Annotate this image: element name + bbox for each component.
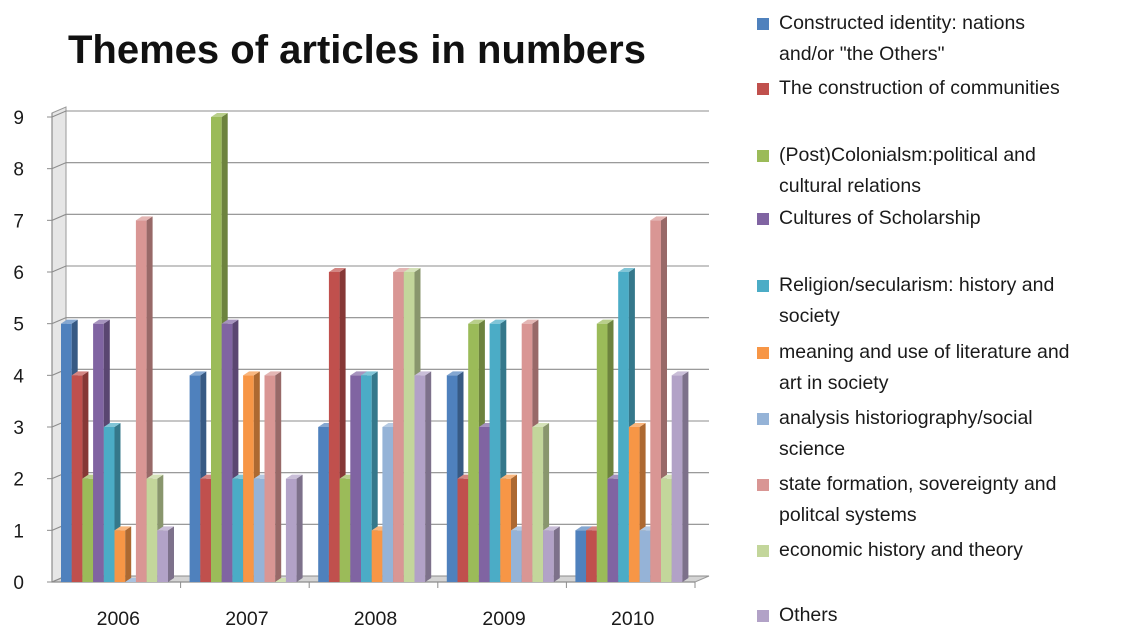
legend-label: meaning and use of literature and art in … bbox=[779, 341, 1070, 394]
bar bbox=[543, 526, 560, 582]
bar-chart: 0 1 2 3 4 5 6 7 8 9 2006 2007 2008 2009 2010 bbox=[13, 106, 710, 630]
legend-label: economic history and theory bbox=[779, 539, 1023, 561]
legend-label: Cultures of Scholarship bbox=[779, 207, 981, 229]
bar bbox=[157, 526, 174, 582]
x-tick-labels: 2006 2007 2008 2009 2010 bbox=[97, 608, 655, 630]
y-tick-labels: 0 1 2 3 4 5 6 7 8 9 bbox=[13, 108, 24, 594]
legend-item: (Post)Colonialsm:political and cultural r… bbox=[757, 140, 1117, 202]
legend-swatch bbox=[757, 347, 769, 359]
y-tick-label: 2 bbox=[13, 470, 24, 491]
legend-swatch bbox=[757, 545, 769, 557]
gridline bbox=[51, 162, 709, 170]
y-tick-label: 5 bbox=[13, 315, 24, 336]
legend-item: meaning and use of literature and art in … bbox=[757, 337, 1117, 399]
legend-swatch bbox=[757, 479, 769, 491]
gridline bbox=[51, 110, 709, 118]
legend-item: Religion/secularism: history and society bbox=[757, 270, 1117, 332]
legend-swatch bbox=[757, 413, 769, 425]
x-tick-label: 2009 bbox=[482, 608, 525, 630]
bar bbox=[414, 371, 432, 582]
x-tick-label: 2006 bbox=[97, 608, 140, 630]
gridline bbox=[51, 265, 709, 273]
y-tick-label: 3 bbox=[13, 418, 24, 439]
x-tick-label: 2008 bbox=[354, 608, 397, 630]
legend-label: Others bbox=[779, 604, 838, 626]
legend-item: analysis historiography/social science bbox=[757, 403, 1117, 465]
bar bbox=[285, 474, 303, 582]
y-tick-label: 9 bbox=[13, 108, 24, 129]
legend-label: state formation, sovereignty and politcal… bbox=[779, 473, 1057, 526]
legend-label: (Post)Colonialsm:political and cultural r… bbox=[779, 144, 1036, 197]
legend-item: state formation, sovereignty and politcal… bbox=[757, 469, 1117, 531]
legend-label: Religion/secularism: history and society bbox=[779, 274, 1055, 327]
x-tick-label: 2010 bbox=[611, 608, 655, 630]
legend-item: The construction of communities bbox=[757, 73, 1117, 104]
y-tick-label: 8 bbox=[13, 160, 24, 181]
gridline bbox=[51, 213, 709, 221]
x-tick-label: 2007 bbox=[225, 608, 268, 630]
bar bbox=[671, 371, 689, 582]
chart-title: Themes of articles in numbers bbox=[68, 28, 646, 72]
legend-label: analysis historiography/social science bbox=[779, 407, 1033, 460]
legend-item: economic history and theory bbox=[757, 535, 1117, 566]
legend-swatch bbox=[757, 610, 769, 622]
legend-item: Constructed identity: nations and/or "the… bbox=[757, 8, 1117, 70]
bar bbox=[114, 526, 132, 582]
legend-swatch bbox=[757, 83, 769, 95]
legend-label: Constructed identity: nations and/or "the… bbox=[779, 12, 1026, 65]
y-tick-label: 1 bbox=[13, 521, 24, 542]
legend-item: Others bbox=[757, 600, 1117, 631]
legend-swatch bbox=[757, 280, 769, 292]
gridline bbox=[51, 317, 709, 325]
y-tick-label: 6 bbox=[13, 263, 24, 284]
bars bbox=[61, 113, 689, 583]
legend-item: Cultures of Scholarship bbox=[757, 203, 1117, 234]
bar bbox=[264, 371, 282, 582]
y-tick-label: 0 bbox=[13, 573, 24, 594]
legend-swatch bbox=[757, 150, 769, 162]
y-tick-label: 7 bbox=[13, 211, 24, 232]
legend-label: The construction of communities bbox=[779, 77, 1060, 99]
legend-swatch bbox=[757, 213, 769, 225]
legend-swatch bbox=[757, 18, 769, 30]
y-tick-label: 4 bbox=[13, 366, 24, 387]
